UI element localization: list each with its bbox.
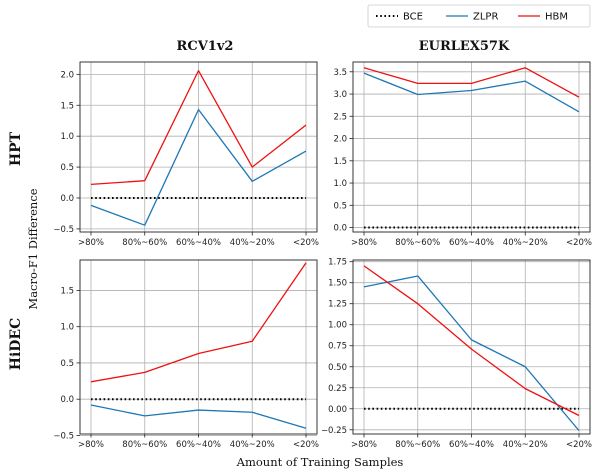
y-tick-label: 2.0 [60, 70, 74, 80]
x-tick-label: 40%~20% [503, 440, 548, 450]
row-label-bottom: HiDEC [8, 318, 24, 371]
y-tick-label: 0.25 [328, 384, 347, 394]
y-tick-label: 0.0 [60, 194, 74, 204]
y-tick-label: 0.0 [60, 395, 74, 405]
y-tick-label: 1.00 [328, 321, 347, 331]
y-tick-label: 0.0 [333, 224, 347, 234]
legend-label-zlpr: ZLPR [473, 12, 498, 23]
column-title-left: RCV1v2 [177, 39, 234, 54]
x-tick-label: 60%~40% [449, 238, 494, 248]
x-tick-label: >80% [351, 440, 377, 450]
plot-frame [79, 259, 318, 435]
legend-frame [367, 4, 591, 28]
x-tick-label: 80%~60% [395, 238, 440, 248]
panel-3: −0.5 0.0 0.5 1.0 1.5 >80% 80%~60% 60%~40% 40%~20… [53, 259, 319, 450]
y-tick-label: −0.5 [53, 431, 74, 441]
x-tick-label: <20% [566, 440, 592, 450]
legend-label-hbm: HBM [545, 12, 568, 23]
panel-1: −0.5 0.0 0.5 1.0 1.5 2.0 >80% 80%~60% 60%~40% 40%… [53, 61, 319, 248]
series-line-hbm [363, 67, 580, 98]
series-line-hbm [363, 265, 580, 417]
panel-4: −0.25 0.00 0.25 0.50 0.75 1.00 1.25 1.50 1.75 >80… [321, 258, 592, 450]
series-line-hbm [90, 262, 307, 383]
y-tick-label: 1.25 [328, 300, 347, 310]
x-tick-label: 80%~60% [122, 440, 167, 450]
panel-2: 0.0 0.5 1.0 1.5 2.0 2.5 3.0 3.5 >80% 80%~60% 60%~4… [333, 61, 592, 248]
y-tick-label: 0.5 [333, 201, 347, 211]
series-line-zlpr [363, 72, 580, 113]
x-tick-label: 80%~60% [395, 440, 440, 450]
column-title-right: EURLEX57K [419, 39, 510, 54]
x-tick-label: <20% [566, 238, 592, 248]
legend-label-bce: BCE [403, 12, 423, 23]
x-tick-label: 40%~20% [230, 440, 275, 450]
y-tick-label: 1.0 [60, 132, 74, 142]
x-tick-label: 40%~20% [503, 238, 548, 248]
y-tick-label: −0.5 [53, 225, 74, 235]
x-tick-label: <20% [293, 440, 319, 450]
y-axis-label: Macro-F1 Difference [26, 188, 40, 309]
x-tick-label: 80%~60% [122, 238, 167, 248]
y-tick-label: 1.0 [60, 323, 74, 333]
y-tick-label: 0.00 [328, 405, 347, 415]
row-label-top: HPT [8, 131, 24, 166]
x-tick-label: 60%~40% [449, 440, 494, 450]
x-tick-label: 40%~20% [230, 238, 275, 248]
y-tick-label: 0.50 [328, 363, 347, 373]
x-axis-label: Amount of Training Samples [236, 455, 404, 469]
y-tick-label: 1.5 [60, 101, 74, 111]
y-tick-label: 1.0 [333, 179, 347, 189]
series-line-zlpr [90, 404, 307, 429]
y-tick-label: 1.5 [333, 157, 347, 167]
y-tick-label: 3.5 [333, 68, 347, 78]
y-tick-label: 2.5 [333, 112, 347, 122]
y-tick-label: 1.50 [328, 279, 347, 289]
plot-frame [352, 61, 591, 233]
x-tick-label: 60%~40% [176, 440, 221, 450]
series-line-hbm [90, 70, 307, 186]
x-tick-label: 60%~40% [176, 238, 221, 248]
y-tick-label: 1.75 [328, 258, 347, 268]
plot-frame [352, 259, 591, 435]
y-tick-label: 0.75 [328, 342, 347, 352]
x-tick-label: >80% [351, 238, 377, 248]
y-tick-label: −0.25 [321, 426, 347, 436]
series-line-zlpr [363, 275, 580, 432]
y-tick-label: 3.0 [333, 90, 347, 100]
legend: BCE ZLPR HBM [367, 4, 591, 28]
x-tick-label: <20% [293, 238, 319, 248]
plot-frame [79, 61, 318, 233]
y-tick-label: 1.5 [60, 286, 74, 296]
x-tick-label: >80% [78, 440, 104, 450]
y-tick-label: 0.5 [60, 359, 74, 369]
y-tick-label: 0.5 [60, 163, 74, 173]
y-tick-label: 2.0 [333, 135, 347, 145]
x-tick-label: >80% [78, 238, 104, 248]
series-line-zlpr [90, 108, 307, 226]
